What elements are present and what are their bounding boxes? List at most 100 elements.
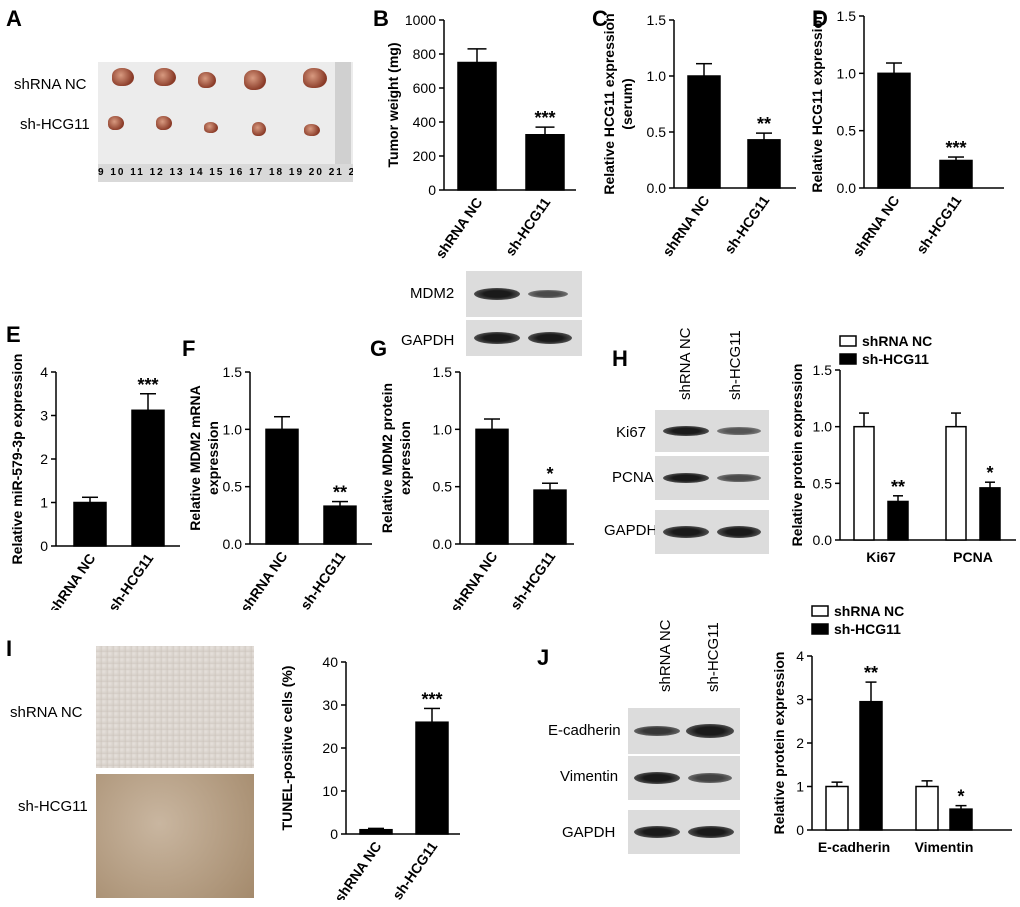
blot-label-mdm2: MDM2 [410,285,455,302]
ihc-row-label-nc: shRNA NC [10,704,83,721]
chart-h-sig-label: ** [891,477,905,497]
ihc-image-sh-hcg11 [96,774,254,898]
band-pcna-nc [663,473,709,483]
chart-h-ytick-label: 1.5 [813,362,833,378]
chart-g-mdm2-protein: 0.0 0.5 1.0 1.5 Relative MDM2 protein express… [379,364,574,610]
chart-f-sig-label: ** [333,483,347,503]
chart-d-ytick-label: 0.5 [837,123,857,139]
j-lane-label-nc: shRNA NC [657,619,674,692]
h-lane-label-sh: sh-HCG11 [727,330,744,400]
chart-h-xtick-label: PCNA [953,549,993,565]
chart-b-ytick-label: 200 [413,148,437,164]
panel-letter-e: E [6,322,21,347]
panel-letter-b: B [373,6,389,31]
band-gapdh-g-nc [474,332,520,344]
chart-h-bar [887,500,909,541]
chart-e-bar [73,501,107,547]
chart-h-ylabel: Relative protein expression [789,364,805,547]
band-gapdh-j-nc [634,826,680,838]
chart-f-ytick-label: 0.0 [223,536,243,552]
chart-j-legend-swatch [811,623,829,635]
blot-gapdh-g [466,320,582,356]
ihc-image-shrna-nc [96,646,254,768]
chart-e-ytick-label: 1 [40,495,48,511]
chart-h-legend-swatch [839,353,857,365]
chart-e-mir579: 0 1 2 3 4 Relative miR-579-3p expression shRNA… [9,354,180,610]
chart-h-bar [979,487,1001,541]
chart-j-legend-label: sh-HCG11 [834,621,901,637]
chart-h-legend-label: shRNA NC [862,333,932,349]
chart-d-sig-label: *** [945,138,966,158]
tumor-nc-1 [112,68,134,86]
tumor-photograph: 9 10 11 12 13 14 15 16 17 18 19 20 21 22… [98,62,353,182]
chart-i-ytick-label: 20 [322,740,338,756]
tumor-nc-2 [154,68,176,86]
band-gapdh-h-nc [663,526,709,538]
j-lane-labels: shRNA NC sh-HCG11 [657,619,722,692]
chart-g-xtick-label: sh-HCG11 [507,548,559,610]
chart-c-xtick-label: shRNA NC [659,193,712,260]
band-mdm2-sh [528,290,568,298]
chart-d-ytick-label: 1.5 [837,8,857,24]
chart-b-ytick-label: 0 [428,182,436,198]
panel-letter-i: I [6,636,13,661]
chart-g-bar [533,489,567,545]
chart-e-ylabel: Relative miR-579-3p expression [9,354,25,565]
chart-f-mdm2-mrna: 0.0 0.5 1.0 1.5 Relative MDM2 mRNA expression… [187,364,372,610]
panel-letter-c: C [592,6,608,31]
chart-i-bar [415,721,449,835]
chart-b-ytick-label: 1000 [405,12,436,28]
panel-letter-f: F [182,336,196,361]
band-gapdh-h-sh [717,526,761,538]
chart-i-ytick-label: 40 [322,654,338,670]
chart-j-ylabel: Relative protein expression [771,652,787,835]
chart-j-legend-swatch [811,605,829,617]
chart-j-ytick-label: 3 [796,692,804,708]
chart-c-ytick-label: 0.0 [647,180,667,196]
chart-e-xtick-label: sh-HCG11 [105,550,157,610]
band-gapdh-g-sh [528,332,572,344]
chart-f-ylabel: Relative MDM2 mRNA [187,385,203,530]
chart-g-ylabel: expression [397,421,413,495]
chart-g-sig-label: * [546,464,553,484]
chart-g-ytick-label: 1.0 [433,421,453,437]
band-ecad-nc [634,726,680,736]
chart-e-ytick-label: 3 [40,408,48,424]
chart-j-xtick-label: E-cadherin [818,839,890,855]
chart-i-sig-label: *** [421,689,442,709]
chart-e-ytick-label: 4 [40,364,48,380]
tumor-nc-4 [244,70,266,90]
chart-h-sig-label: * [986,463,993,483]
band-ecad-sh [686,724,734,738]
ihc-row-label-sh: sh-HCG11 [18,798,88,815]
chart-b-sig-label: *** [534,108,555,128]
chart-j-bar [915,785,939,831]
chart-h-ytick-label: 0.0 [813,532,833,548]
panel-letter-d: D [812,6,828,31]
chart-g-ytick-label: 0.5 [433,479,453,495]
chart-d-ylabel: Relative HCG11 expression [809,11,825,192]
chart-f-ytick-label: 0.5 [223,479,243,495]
h-lane-label-nc: shRNA NC [677,327,694,400]
chart-b-ytick-label: 400 [413,114,437,130]
chart-j-ytick-label: 0 [796,822,804,838]
chart-f-ylabel: expression [205,421,221,495]
chart-j-sig-label: ** [864,663,878,683]
chart-f-ytick-label: 1.5 [223,364,243,380]
ruler-horizontal: 9 10 11 12 13 14 15 16 17 18 19 20 21 22… [98,164,353,182]
chart-i-xtick-label: sh-HCG11 [389,838,441,900]
chart-c-ytick-label: 1.5 [647,12,667,28]
chart-h-xtick-label: Ki67 [866,549,896,565]
chart-b-bar [457,61,497,191]
panel-letter-h: H [612,346,628,371]
chart-g-bar [475,428,509,545]
chart-c-ytick-label: 1.0 [647,68,667,84]
panel-letter-a: A [6,6,22,31]
chart-j-ytick-label: 1 [796,779,804,795]
chart-d-xtick-label: shRNA NC [849,193,902,260]
chart-j-bar [949,808,973,831]
chart-i-xtick-label: shRNA NC [331,839,384,900]
chart-g-ylabel: Relative MDM2 protein [379,383,395,533]
blot-label-gapdh: GAPDH [401,332,455,349]
